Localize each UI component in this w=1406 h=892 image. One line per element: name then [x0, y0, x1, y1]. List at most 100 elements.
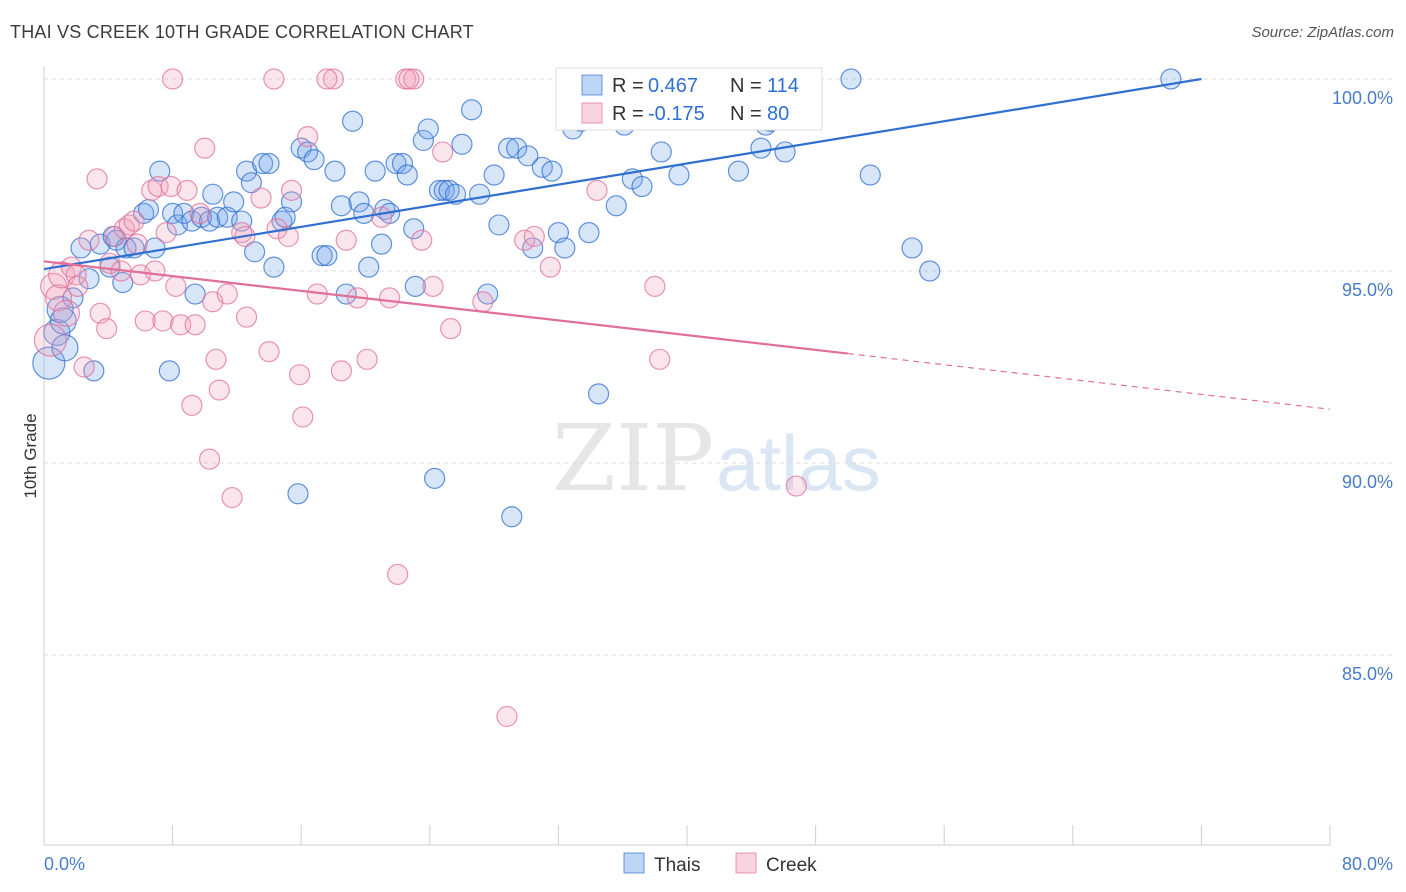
legend-n-value: 80	[767, 103, 789, 125]
creek-trend-line	[43, 260, 848, 355]
thais-point	[348, 191, 370, 213]
creek-point	[649, 348, 671, 370]
x-tick-label: 0.0%	[44, 854, 85, 874]
creek-point	[422, 275, 444, 297]
thais-point	[342, 110, 364, 132]
thais-point	[522, 237, 544, 259]
thais-point	[258, 152, 280, 175]
thais-point	[587, 383, 610, 405]
thais-point	[469, 183, 491, 205]
creek-point	[387, 563, 409, 585]
creek-point	[194, 137, 216, 159]
creek-point	[160, 175, 182, 198]
thais-point	[541, 160, 563, 182]
series-legend-swatch	[735, 852, 757, 874]
creek-point	[189, 202, 211, 224]
tick-labels: 100.0% 95.0% 90.0% 85.0% 0.0% 80.0% 10th Grade	[21, 88, 1393, 874]
thais-point	[444, 183, 467, 205]
thais-point	[353, 202, 375, 224]
series-legend-label: Thais	[654, 855, 700, 876]
thais-point	[517, 145, 539, 167]
creek-point	[398, 68, 420, 90]
creek-point	[250, 187, 272, 209]
creek-point	[152, 310, 174, 332]
creek-point	[356, 348, 378, 370]
creek-point	[785, 475, 807, 497]
watermark: ZIP atlas	[552, 405, 881, 512]
thais-point	[158, 360, 180, 382]
creek-point	[123, 210, 145, 232]
creek-point	[440, 318, 462, 340]
thais-point	[173, 202, 195, 224]
thais-point	[840, 68, 862, 90]
thais-point	[631, 175, 653, 198]
creek-point	[67, 275, 89, 297]
creek-point	[144, 260, 166, 282]
creek-trend-extension	[847, 352, 1331, 410]
thais-point	[370, 233, 393, 255]
thais-point	[240, 172, 262, 194]
thais-point	[364, 160, 386, 182]
thais-point	[750, 137, 772, 159]
creek-point	[263, 68, 285, 90]
thais-point	[396, 164, 418, 186]
chart-source: Source: ZipAtlas.com	[1251, 24, 1394, 41]
creek-point	[316, 68, 338, 90]
thais-point	[501, 506, 523, 528]
thais-point	[650, 141, 672, 163]
thais-point	[919, 260, 941, 282]
legend-box	[555, 67, 823, 131]
trend-lines	[43, 77, 1331, 410]
creek-point	[205, 348, 227, 370]
thais-point	[324, 160, 346, 182]
thais-point	[412, 129, 434, 152]
legend-swatch	[581, 102, 603, 124]
legend-n-label: N =	[730, 75, 762, 97]
series-legend: Thais Creek	[623, 852, 817, 876]
creek-point	[432, 141, 454, 163]
thais-point	[287, 483, 309, 505]
creek-point	[147, 175, 169, 198]
creek-point	[155, 222, 177, 244]
thais-point	[252, 152, 274, 175]
thais-point	[223, 191, 245, 213]
y-tick-label: 95.0%	[1342, 280, 1393, 300]
creek-point	[539, 256, 561, 278]
creek-point	[496, 705, 518, 728]
thais-point	[859, 164, 881, 186]
creek-point	[277, 225, 299, 248]
creek-point	[162, 68, 184, 90]
thais-point	[417, 118, 439, 140]
creek-point	[288, 364, 311, 386]
thais-point	[424, 467, 446, 489]
creek-point	[586, 179, 608, 201]
thais-point	[243, 241, 266, 263]
series-legend-label: Creek	[766, 855, 817, 876]
creek-point	[523, 225, 545, 248]
creek-point	[335, 229, 357, 251]
y-tick-label: 90.0%	[1342, 472, 1393, 492]
chart-title: THAI VS CREEK 10TH GRADE CORRELATION CHA…	[10, 22, 474, 42]
creek-point	[33, 323, 68, 357]
thais-point	[358, 256, 380, 278]
creek-point	[170, 314, 192, 336]
thais-point	[901, 237, 923, 259]
series-legend-swatch	[623, 852, 645, 874]
thais-point	[488, 214, 510, 236]
creek-point	[258, 341, 280, 363]
legend-r-label: R =	[612, 103, 644, 125]
creek-point	[86, 168, 108, 190]
thais-point	[403, 218, 425, 240]
thais-point	[311, 245, 333, 267]
thais-point	[149, 160, 171, 182]
creek-point	[379, 287, 401, 309]
thais-point	[774, 141, 796, 163]
thais-point	[460, 99, 483, 121]
creek-point	[235, 306, 258, 328]
creek-point	[644, 275, 666, 297]
thais-point	[303, 149, 325, 171]
thais-point	[438, 179, 460, 201]
creek-point	[44, 284, 73, 312]
legend-r-value: 0.467	[648, 75, 698, 97]
